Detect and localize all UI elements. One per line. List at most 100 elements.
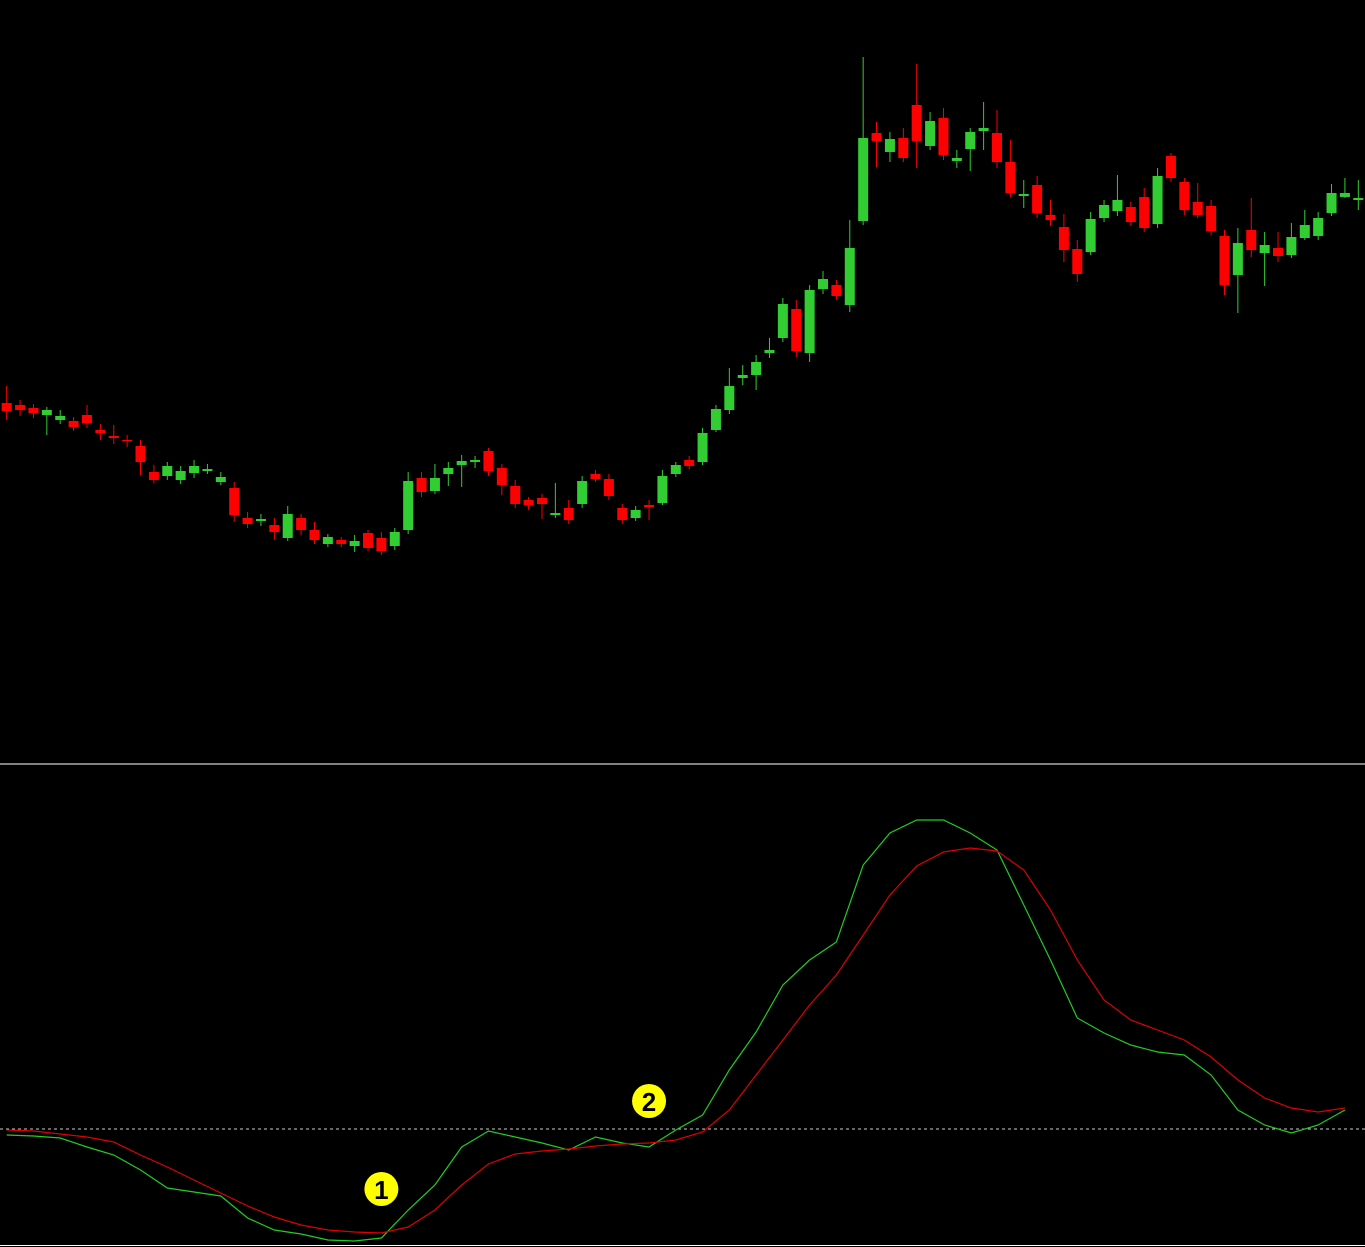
candle-body	[510, 486, 521, 504]
candle-body	[55, 416, 66, 420]
candle-body	[41, 410, 52, 415]
indicator-line	[6, 819, 1346, 1242]
candle-body	[135, 446, 146, 462]
candle-body	[951, 158, 962, 161]
candle-body	[1286, 237, 1297, 255]
candle-body	[1313, 218, 1324, 236]
candle-body	[777, 304, 788, 338]
candle-body	[844, 248, 855, 305]
candle-body	[764, 350, 775, 353]
candle-body	[456, 461, 467, 465]
candle-body	[1072, 249, 1083, 274]
candle-body	[255, 519, 266, 521]
candle-body	[684, 460, 695, 466]
candle-body	[1219, 236, 1230, 285]
candle-body	[1339, 193, 1350, 197]
candle-body	[697, 433, 708, 462]
candle-body	[162, 466, 173, 476]
annotation-marker	[632, 1084, 667, 1118]
candle-body	[108, 436, 119, 438]
candle-body	[322, 537, 333, 544]
candle-body	[269, 525, 280, 532]
candle-body	[282, 514, 293, 538]
candle-body	[483, 451, 494, 471]
candle-body	[884, 139, 895, 152]
candle-body	[416, 478, 427, 492]
candle-body	[336, 540, 347, 544]
candle-body	[1192, 202, 1203, 215]
candle-body	[871, 133, 882, 141]
candle-body	[363, 533, 374, 548]
candle-body	[1139, 197, 1150, 228]
candle-body	[1005, 162, 1016, 193]
candle-body	[1125, 207, 1136, 222]
candle-body	[81, 415, 92, 423]
candle-body	[603, 479, 614, 496]
candle-body	[229, 488, 240, 515]
candle-body	[710, 409, 721, 430]
candle-body	[68, 421, 79, 427]
candle-body	[1152, 176, 1163, 224]
candle-body	[496, 468, 507, 485]
candle-body	[737, 375, 748, 378]
candle-body	[242, 518, 253, 524]
candle-body	[670, 465, 681, 474]
candle-body	[1112, 200, 1123, 211]
candle-body	[577, 481, 588, 504]
candle-body	[831, 285, 842, 296]
candle-body	[202, 469, 213, 471]
candle-body	[657, 476, 668, 503]
candle-body	[1206, 206, 1217, 231]
candle-body	[751, 362, 762, 375]
candle-body	[15, 405, 26, 410]
candle-body	[1032, 185, 1043, 213]
candle-body	[443, 468, 454, 474]
candle-body	[1165, 156, 1176, 178]
candle-body	[1058, 227, 1069, 250]
annotation-label: 2	[642, 1087, 656, 1117]
candle-body	[1179, 182, 1190, 210]
candle-body	[389, 532, 400, 546]
candle-body	[911, 105, 922, 141]
candle-body	[470, 460, 481, 462]
candle-body	[403, 481, 414, 530]
candle-body	[95, 430, 106, 433]
candle-body	[858, 138, 869, 221]
candle-body	[1299, 225, 1310, 238]
candle-body	[429, 478, 440, 491]
candle-body	[791, 309, 802, 351]
candle-body	[148, 472, 159, 480]
candle-body	[550, 513, 561, 515]
candle-body	[804, 290, 815, 353]
candle-body	[536, 498, 547, 504]
candle-body	[617, 508, 628, 520]
annotation-marker	[364, 1172, 399, 1206]
candle-body	[175, 471, 186, 480]
candle-body	[189, 466, 200, 473]
candle-body	[925, 121, 936, 146]
candle-body	[28, 408, 39, 413]
candle-body	[1099, 205, 1110, 218]
candle-body	[630, 510, 641, 518]
candle-body	[1353, 198, 1364, 200]
candle-body	[991, 133, 1002, 162]
candle-body	[724, 386, 735, 410]
candle-body	[349, 541, 360, 546]
candle-body	[296, 518, 307, 530]
candle-body	[938, 118, 949, 155]
candle-body	[523, 500, 534, 505]
candle-body	[978, 128, 989, 131]
candle-body	[215, 477, 226, 482]
candle-body	[1085, 219, 1096, 252]
annotation-label: 1	[374, 1175, 388, 1205]
candle-body	[1232, 243, 1243, 275]
candle-body	[898, 138, 909, 158]
candle-body	[563, 508, 574, 520]
candle-body	[590, 474, 601, 479]
candle-body	[1, 403, 12, 411]
candle-body	[1273, 248, 1284, 256]
candle-body	[1326, 193, 1337, 213]
candle-body	[818, 279, 829, 289]
candle-body	[309, 530, 320, 540]
